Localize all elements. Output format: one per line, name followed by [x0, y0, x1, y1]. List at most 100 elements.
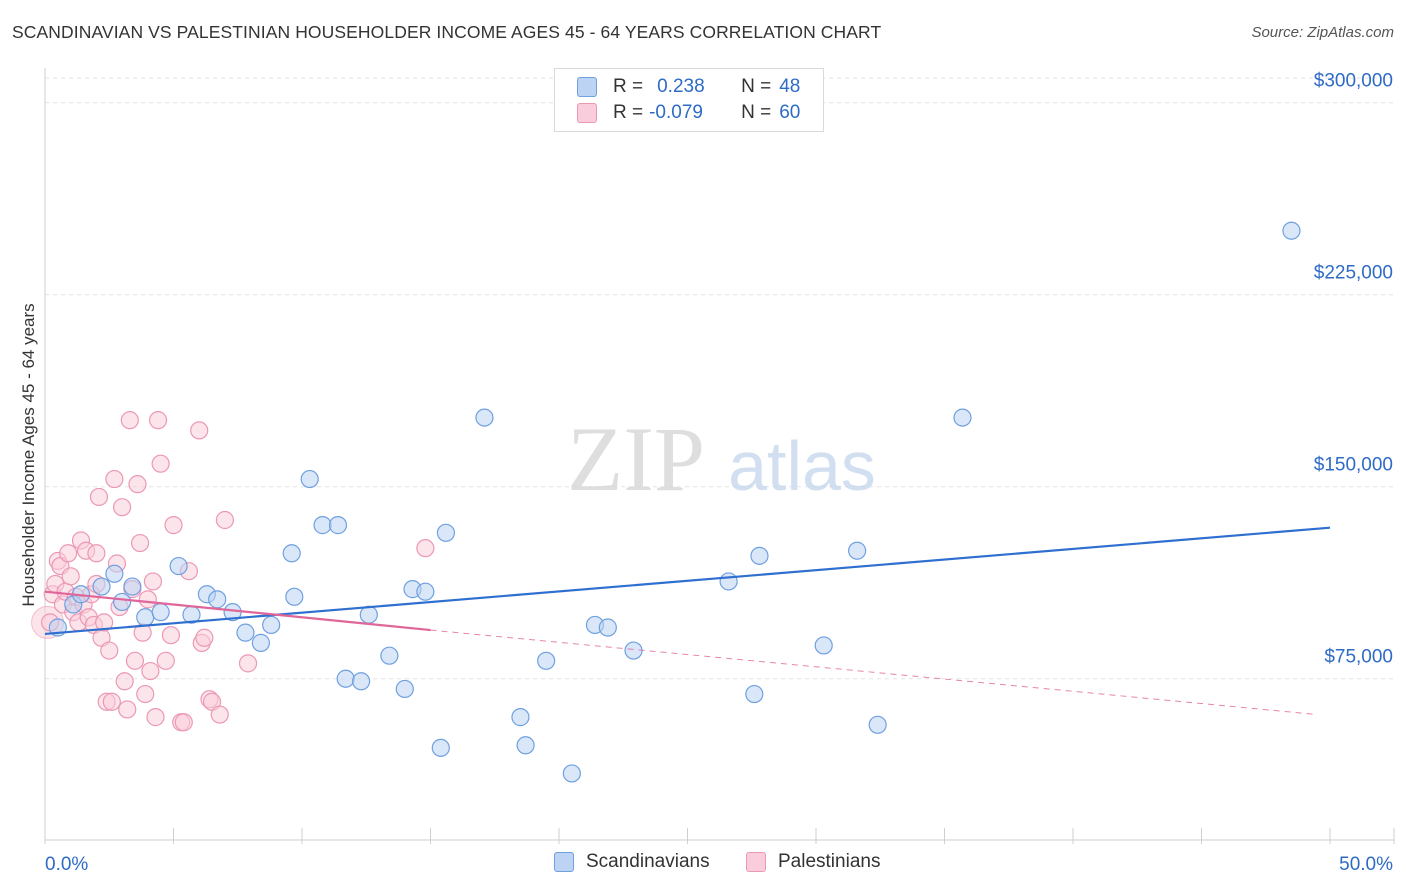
scandinavians-point — [380, 646, 399, 665]
source-label: Source: ZipAtlas.com — [1251, 24, 1394, 41]
scandinavians-swatch — [577, 77, 597, 97]
scandinavians-point — [328, 516, 348, 535]
x-tick-labels: 0.0% 50.0% — [45, 854, 1393, 875]
scandinavians-point — [750, 546, 769, 565]
palestinians-point — [136, 684, 155, 704]
palestinians-point — [87, 544, 106, 563]
watermark-atlas: atlas — [728, 427, 876, 505]
scandinavians-trend-line — [44, 526, 1331, 636]
scandinavians-point — [719, 572, 738, 591]
palestinians-point — [195, 628, 214, 647]
scandinavians-point — [300, 469, 319, 489]
scandinavians-point — [624, 641, 643, 660]
palestinians-point — [148, 411, 168, 430]
palestinians-n-value: 60 — [779, 102, 801, 123]
palestinians-point — [89, 487, 109, 507]
scandinavians-point — [251, 633, 270, 652]
scandinavians-point — [352, 672, 371, 691]
scandinavians-point — [262, 615, 281, 635]
correlation-legend: R = 0.238 N = 48 R = -0.079 N = 60 — [554, 68, 824, 132]
scandinavians-point — [92, 577, 111, 596]
scandinavians-point — [285, 587, 304, 606]
palestinians-trend-line — [44, 590, 431, 632]
palestinians-point — [210, 705, 229, 724]
scandinavians-point — [814, 636, 833, 655]
scandinavians-legend-swatch — [554, 852, 574, 872]
palestinians-point — [130, 533, 150, 553]
legend-item-scandinavians[interactable]: Scandinavians — [554, 851, 710, 873]
palestinians-point — [156, 651, 175, 670]
scandinavians-point — [537, 651, 556, 670]
palestinians-point — [118, 700, 137, 719]
scandinavians-point — [112, 592, 132, 612]
r-label: R = — [613, 76, 644, 97]
scandinavians-point — [416, 582, 435, 601]
scandinavians-point — [562, 764, 581, 783]
legend-item-palestinians[interactable]: Palestinians — [746, 851, 880, 873]
palestinians-point — [215, 510, 234, 530]
palestinians-point — [151, 454, 170, 473]
palestinians-point — [125, 651, 145, 670]
scandinavians-point — [436, 523, 456, 542]
palestinians-point — [161, 626, 181, 645]
palestinians-point — [416, 539, 435, 558]
palestinians-point — [61, 567, 80, 586]
scandinavians-point — [1282, 221, 1301, 240]
palestinians-swatch — [577, 103, 597, 123]
scandinavians-point — [208, 590, 227, 609]
series-legend: Scandinavians Palestinians — [0, 851, 1406, 877]
x-tick-label: 50.0% — [1339, 854, 1393, 875]
palestinians-point — [105, 469, 124, 489]
palestinians-point — [238, 654, 258, 673]
y-tick-label: $75,000 — [1324, 647, 1393, 668]
gridlines — [45, 77, 1394, 680]
y-tick-labels: $75,000 $150,000 $225,000 $300,000 — [1314, 71, 1393, 668]
palestinians-point — [164, 516, 183, 535]
scandinavians-points — [48, 221, 1301, 783]
palestinians-point — [100, 641, 119, 660]
palestinians-point — [115, 672, 134, 691]
legend-row-scandinavians: R = 0.238 N = 48 — [577, 74, 800, 100]
chart-title: SCANDINAVIAN VS PALESTINIAN HOUSEHOLDER … — [12, 22, 882, 42]
palestinians-point — [59, 544, 78, 563]
palestinians-point — [112, 498, 132, 517]
y-tick-label: $300,000 — [1314, 71, 1393, 92]
axes — [44, 68, 1395, 844]
palestinians-point — [95, 613, 114, 632]
palestinians-point — [143, 572, 163, 591]
scandinavians-point — [313, 516, 332, 535]
palestinians-point — [138, 590, 157, 609]
scandinavians-point — [282, 544, 301, 563]
palestinians-trend-extension — [430, 629, 1318, 716]
scandinavians-point — [848, 541, 867, 560]
scandinavians-point — [745, 684, 764, 704]
x-tick-label: 0.0% — [45, 854, 88, 875]
palestinians-point — [174, 713, 193, 732]
y-tick-label: $150,000 — [1314, 455, 1393, 476]
palestinians-legend-swatch — [746, 852, 766, 872]
scandinavians-point — [151, 603, 170, 622]
scandinavians-point — [431, 738, 450, 757]
scandinavians-point — [953, 408, 972, 427]
scandinavians-point — [136, 608, 155, 627]
scandinavians-point — [169, 556, 188, 576]
scandinavians-n-value: 48 — [779, 76, 801, 97]
scandinavians-r-value: 0.238 — [657, 76, 705, 97]
palestinians-points — [31, 411, 435, 732]
scandinavians-point — [511, 708, 530, 727]
scandinavians-point — [475, 408, 494, 427]
scandinavians-point — [516, 736, 535, 755]
scandinavians-point — [336, 669, 355, 688]
scandinavians-point — [395, 679, 414, 699]
r-label: R = — [613, 102, 644, 123]
legend-row-palestinians: R = -0.079 N = 60 — [577, 100, 800, 126]
scandinavians-point — [236, 623, 255, 642]
palestinians-point — [120, 411, 139, 430]
y-tick-label: $225,000 — [1314, 263, 1393, 284]
scandinavians-point — [359, 605, 378, 624]
scandinavians-point — [868, 715, 887, 734]
scandinavians-legend-label: Scandinavians — [586, 851, 710, 872]
scandinavians-point — [105, 564, 124, 583]
palestinians-point — [141, 661, 160, 681]
